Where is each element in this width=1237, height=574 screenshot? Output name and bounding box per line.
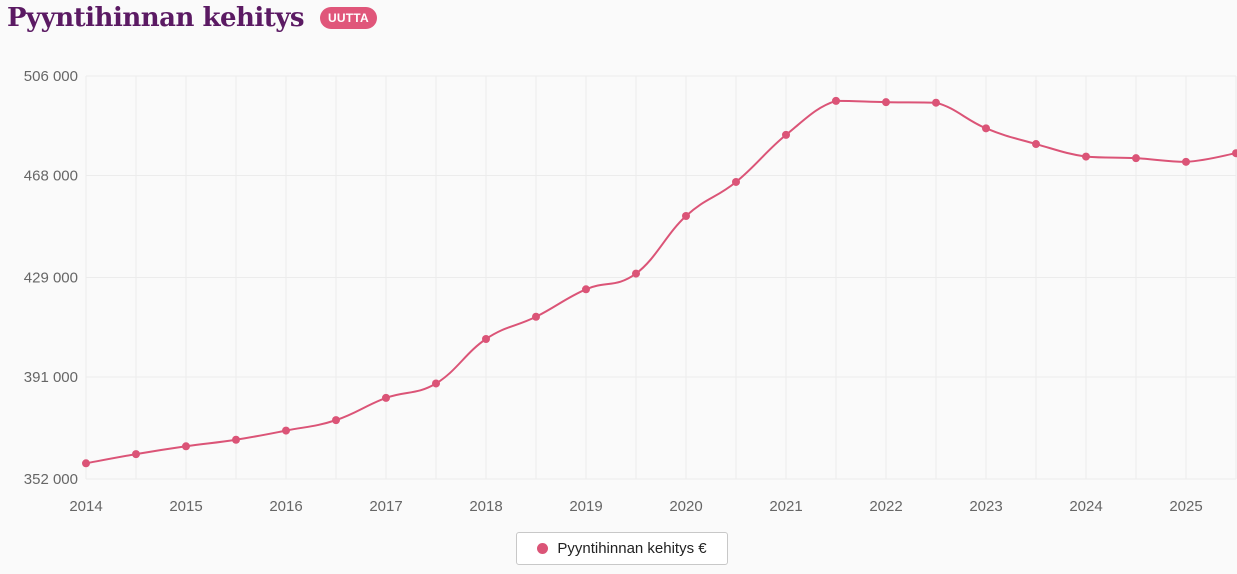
header: Pyyntihinnan kehitys UUTTA xyxy=(7,0,377,36)
x-tick-label: 2022 xyxy=(869,498,902,515)
x-tick-label: 2014 xyxy=(69,498,102,515)
series-line xyxy=(85,99,1237,465)
new-badge: UUTTA xyxy=(320,7,377,29)
data-point[interactable] xyxy=(132,450,140,459)
data-point[interactable] xyxy=(482,334,490,343)
data-point[interactable] xyxy=(532,312,540,321)
horizontal-gridlines xyxy=(86,75,1236,480)
data-point[interactable] xyxy=(332,416,340,425)
data-point[interactable] xyxy=(932,98,940,107)
data-point[interactable] xyxy=(182,442,190,451)
data-point[interactable] xyxy=(232,435,240,444)
y-tick-label: 506 000 xyxy=(24,68,78,85)
x-tick-label: 2023 xyxy=(969,498,1002,515)
x-tick-label: 2021 xyxy=(769,498,802,515)
x-tick-label: 2020 xyxy=(669,498,702,515)
legend-label: Pyyntihinnan kehitys € xyxy=(557,540,707,557)
data-point[interactable] xyxy=(1082,152,1090,161)
data-point[interactable] xyxy=(782,130,790,139)
legend-item[interactable]: Pyyntihinnan kehitys € xyxy=(516,532,728,565)
page-title: Pyyntihinnan kehitys xyxy=(7,3,305,33)
x-axis-labels: 2014 2015 2016 2017 2018 2019 2020 2021 2022 2023… xyxy=(69,498,1202,515)
data-point[interactable] xyxy=(1232,149,1237,158)
price-trend-chart: 352 000 391 000 429 000 468 000 506 000 2014… xyxy=(24,68,1237,515)
data-point[interactable] xyxy=(982,124,990,133)
y-tick-label: 352 000 xyxy=(24,471,78,488)
data-point[interactable] xyxy=(432,379,440,388)
y-tick-label: 429 000 xyxy=(24,270,78,287)
data-point[interactable] xyxy=(1182,157,1190,166)
x-tick-label: 2025 xyxy=(1169,498,1202,515)
data-point[interactable] xyxy=(732,177,740,186)
data-point[interactable] xyxy=(682,212,690,221)
x-tick-label: 2017 xyxy=(369,498,402,515)
data-point[interactable] xyxy=(632,269,640,278)
x-tick-label: 2015 xyxy=(169,498,202,515)
y-tick-label: 468 000 xyxy=(24,167,78,184)
x-tick-label: 2018 xyxy=(469,498,502,515)
x-tick-label: 2019 xyxy=(569,498,602,515)
data-point[interactable] xyxy=(82,459,90,468)
data-point[interactable] xyxy=(1132,154,1140,163)
data-point[interactable] xyxy=(1032,140,1040,149)
data-point[interactable] xyxy=(582,285,590,294)
data-point[interactable] xyxy=(382,393,390,402)
x-tick-label: 2024 xyxy=(1069,498,1102,515)
data-points xyxy=(82,96,1237,468)
y-tick-label: 391 000 xyxy=(24,369,78,386)
data-point[interactable] xyxy=(282,426,290,435)
x-tick-label: 2016 xyxy=(269,498,302,515)
data-point[interactable] xyxy=(882,98,890,107)
data-point[interactable] xyxy=(832,96,840,105)
y-axis-labels: 352 000 391 000 429 000 468 000 506 000 xyxy=(24,68,78,488)
legend-dot-icon xyxy=(537,543,549,554)
